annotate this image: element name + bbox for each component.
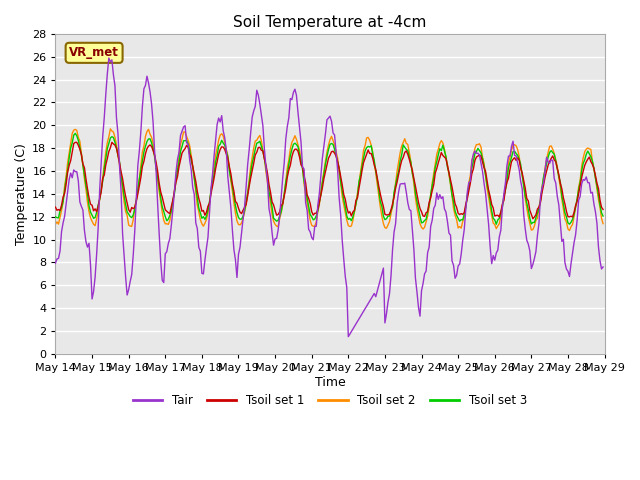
X-axis label: Time: Time — [315, 375, 346, 389]
Title: Soil Temperature at -4cm: Soil Temperature at -4cm — [234, 15, 427, 30]
Y-axis label: Temperature (C): Temperature (C) — [15, 143, 28, 245]
Legend: Tair, Tsoil set 1, Tsoil set 2, Tsoil set 3: Tair, Tsoil set 1, Tsoil set 2, Tsoil se… — [128, 389, 532, 412]
Text: VR_met: VR_met — [69, 47, 119, 60]
